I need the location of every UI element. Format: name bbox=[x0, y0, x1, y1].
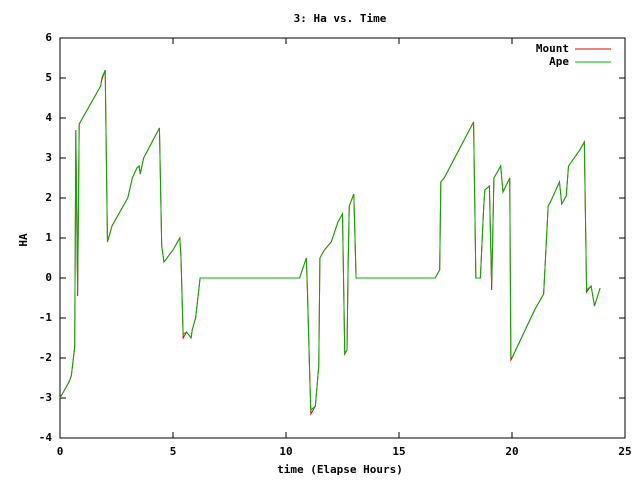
y-tick-label: 2 bbox=[45, 191, 52, 204]
x-axis-label: time (Elapse Hours) bbox=[277, 463, 403, 476]
y-tick-label: 0 bbox=[45, 271, 52, 284]
y-tick-label: -2 bbox=[39, 351, 52, 364]
x-tick-label: 20 bbox=[505, 445, 518, 458]
y-tick-label: -4 bbox=[39, 431, 53, 444]
x-tick-label: 5 bbox=[170, 445, 177, 458]
legend-label: Ape bbox=[549, 55, 569, 68]
series-line bbox=[59, 69, 601, 412]
series-line bbox=[59, 69, 601, 416]
y-tick-label: 3 bbox=[45, 151, 52, 164]
y-tick-label: 4 bbox=[45, 111, 52, 124]
y-tick-label: -3 bbox=[39, 391, 52, 404]
y-tick-label: -1 bbox=[39, 311, 53, 324]
y-tick-label: 1 bbox=[45, 231, 52, 244]
legend-label: Mount bbox=[536, 42, 569, 55]
y-tick-label: 6 bbox=[45, 31, 52, 44]
y-axis-label: HA bbox=[17, 233, 30, 247]
x-tick-label: 15 bbox=[392, 445, 405, 458]
x-tick-label: 10 bbox=[279, 445, 292, 458]
x-tick-label: 0 bbox=[57, 445, 64, 458]
y-tick-label: 5 bbox=[45, 71, 52, 84]
x-tick-label: 25 bbox=[618, 445, 631, 458]
chart-title: 3: Ha vs. Time bbox=[294, 12, 387, 25]
